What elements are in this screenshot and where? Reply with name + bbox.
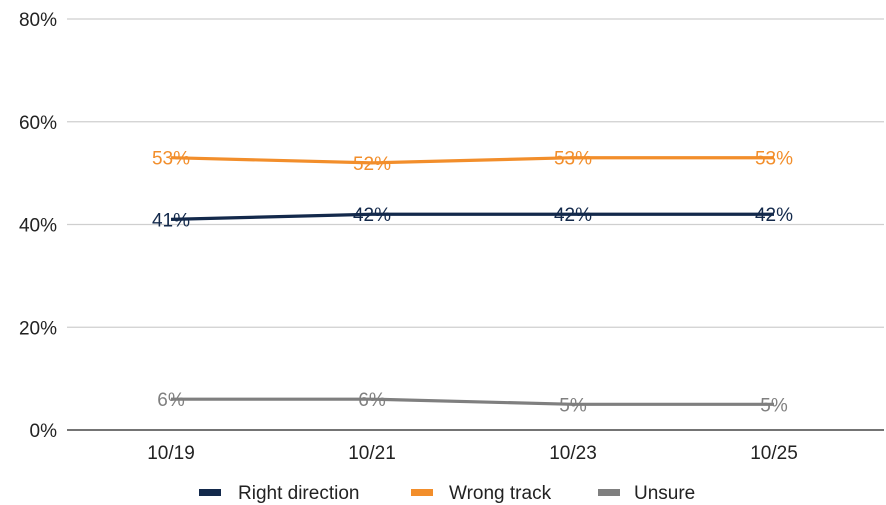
x-tick-label: 10/19 [147,443,195,464]
x-tick-label: 10/23 [549,443,597,464]
data-label: 53% [755,149,793,170]
x-tick-label: 10/25 [750,443,798,464]
data-label: 5% [760,395,788,416]
y-tick-label: 80% [19,10,57,31]
y-axis: 0% 20% 40% 60% 80% [19,10,884,442]
y-tick-label: 20% [19,318,57,339]
series-line [170,156,774,165]
series-lines [170,156,774,406]
x-tick-label: 10/21 [348,443,396,464]
data-label: 53% [554,149,592,170]
data-label: 6% [157,390,185,411]
series-line [171,397,774,406]
y-tick-label: 60% [19,113,57,134]
data-label: 42% [755,205,793,226]
y-tick-label: 40% [19,216,57,237]
series-line [170,212,774,221]
data-label: 6% [358,390,386,411]
data-label: 41% [152,210,190,231]
legend-swatch [411,489,433,496]
data-labels: 41% 42% 42% 42% 53% 52% 53% 53% 6% 6% 5% 5% [152,149,793,417]
gridlines [67,18,884,328]
data-label: 5% [559,395,587,416]
legend: Right direction Wrong track Unsure [199,483,695,504]
data-label: 42% [353,205,391,226]
legend-swatch [199,489,221,496]
legend-label: Unsure [634,483,695,504]
legend-swatch [598,489,620,496]
x-axis: 10/19 10/21 10/23 10/25 [147,443,798,464]
legend-label: Wrong track [449,483,552,504]
data-label: 52% [353,154,391,175]
data-label: 53% [152,149,190,170]
data-label: 42% [554,205,592,226]
y-tick-label: 0% [30,421,58,442]
legend-label: Right direction [238,483,359,504]
